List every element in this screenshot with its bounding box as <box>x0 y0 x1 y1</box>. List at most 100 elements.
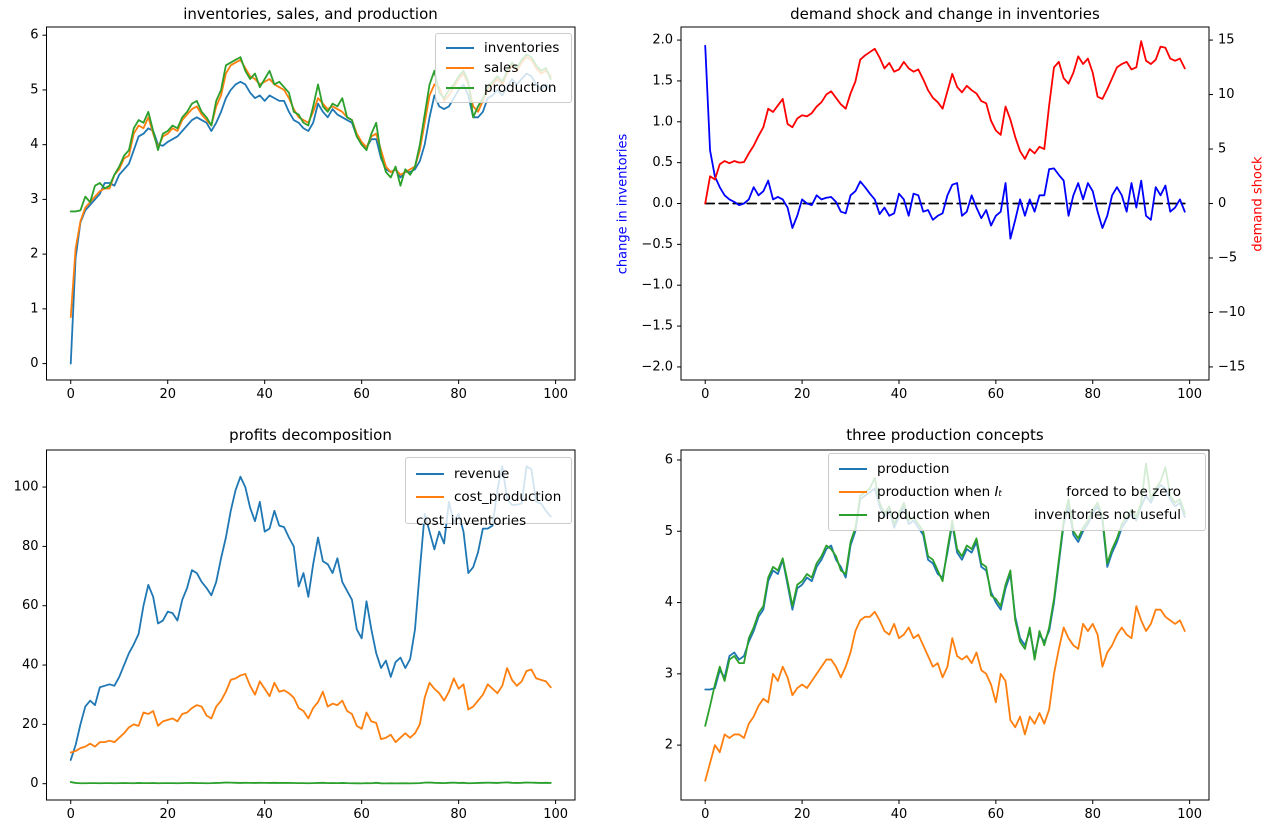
y-tick-label-right: −10 <box>1218 305 1245 320</box>
legend-item: cost_inventories <box>416 513 561 530</box>
y-tick-label: 5 <box>30 82 38 97</box>
axes-spines <box>46 449 576 801</box>
y-tick-label: 60 <box>22 598 39 613</box>
legend-label-right: forced to be zero <box>1066 483 1181 500</box>
legend-label: revenue <box>454 465 510 482</box>
x-tick-label: 40 <box>256 387 273 402</box>
x-tick-label: 0 <box>67 807 75 822</box>
y-axis-label-demand-shock: demand shock <box>1250 156 1266 252</box>
y-tick-label-right: −5 <box>1218 250 1237 265</box>
y-tick-label: 1.0 <box>652 114 673 129</box>
legend-label-right: inventories not useful <box>1034 506 1181 523</box>
chart-title-bottom-left: profits decomposition <box>229 426 392 444</box>
x-tick-label: 100 <box>543 387 568 402</box>
y-tick-label: 4 <box>30 137 38 152</box>
chart-title-top-right: demand shock and change in inventories <box>790 5 1100 23</box>
x-tick-label: 100 <box>543 807 568 822</box>
y-tick-label-right: 10 <box>1218 87 1235 102</box>
series-line-inventories <box>69 72 552 365</box>
legend-label: cost_production <box>454 489 562 506</box>
legend-item: inventories <box>446 40 561 56</box>
legend-label: inventories <box>484 40 560 56</box>
series-line-demand-shock <box>704 40 1186 205</box>
y-tick-label: 5 <box>665 524 673 539</box>
x-tick-label: 20 <box>159 387 176 402</box>
axes-spines <box>680 449 1210 801</box>
legend-label: production <box>877 461 950 478</box>
chart-title-top-left: inventories, sales, and production <box>183 5 438 23</box>
y-tick-label: 2.0 <box>652 33 673 48</box>
y-tick-label: 0.0 <box>652 196 673 211</box>
y-tick-label: −2.0 <box>641 359 673 374</box>
series-line-production-when-i-t-forced-to-be-zero <box>704 605 1186 782</box>
legend-line-sample <box>446 67 474 69</box>
x-tick-label: 60 <box>353 807 370 822</box>
y-tick-label-right: 5 <box>1218 142 1226 157</box>
y-tick-label: 20 <box>22 717 39 732</box>
x-tick-label: 40 <box>256 807 273 822</box>
legend-label: sales <box>484 60 519 76</box>
y-tick-label: 2 <box>665 738 673 753</box>
legend-item: production when inventories not useful <box>839 507 1195 523</box>
y-tick-label: −0.5 <box>641 237 673 252</box>
y-tick-label: 1 <box>30 301 38 316</box>
y-tick-label: 0 <box>30 776 38 791</box>
legend-item: production <box>839 461 1195 477</box>
legend-line-sample <box>839 513 867 516</box>
legend-line-sample <box>446 87 474 89</box>
x-tick-label: 80 <box>450 387 467 402</box>
x-tick-label: 80 <box>1084 807 1101 822</box>
y-tick-label-right: 15 <box>1218 33 1235 48</box>
legend-line-sample <box>446 47 474 49</box>
legend-item: production <box>446 80 561 96</box>
y-tick-label-right: −15 <box>1218 359 1245 374</box>
legend-item: sales <box>446 60 561 76</box>
x-tick-label: 60 <box>353 387 370 402</box>
x-tick-label: 100 <box>1177 387 1202 402</box>
y-tick-label: 3 <box>665 666 673 681</box>
y-tick-label: −1.0 <box>641 278 673 293</box>
y-tick-label: 6 <box>30 28 38 43</box>
y-tick-label: 1.5 <box>652 73 673 88</box>
legend-bottom-right: production production when Iₜ forced to … <box>828 453 1206 531</box>
legend-item: cost_production <box>416 489 561 505</box>
x-tick-label: 0 <box>67 387 75 402</box>
y-tick-label: 0.5 <box>652 155 673 170</box>
legend-line-sample <box>839 468 867 471</box>
y-tick-label: 80 <box>22 539 39 554</box>
legend-item: production when Iₜ forced to be zero <box>839 484 1195 500</box>
y-tick-label: 2 <box>30 247 38 262</box>
x-tick-label: 40 <box>891 387 908 402</box>
series-line-revenue <box>69 465 552 761</box>
legend-top-left: inventories sales production <box>435 33 572 103</box>
x-tick-label: 60 <box>988 387 1005 402</box>
x-tick-label: 20 <box>794 387 811 402</box>
x-tick-label: 80 <box>450 807 467 822</box>
x-tick-label: 0 <box>701 807 709 822</box>
y-tick-label: 6 <box>665 452 673 467</box>
y-tick-label: 40 <box>22 658 39 673</box>
chart-title-bottom-right: three production concepts <box>846 426 1044 444</box>
legend-label: production when <box>877 506 991 523</box>
series-line-production-when-inventories-not-useful <box>704 462 1186 727</box>
y-tick-label: 100 <box>14 480 39 495</box>
series-line-cost-production <box>69 667 552 754</box>
y-axis-label-change-in-inventories: change in inventories <box>615 133 631 275</box>
legend-line-sample <box>416 496 444 499</box>
legend-label: production when <box>877 483 995 500</box>
series-line-change-in-inventories <box>704 44 1186 240</box>
series-line-cost-inventories <box>69 781 552 785</box>
legend-math-symbol: Iₜ <box>994 483 1003 500</box>
legend-line-sample <box>839 490 867 493</box>
y-tick-label: 4 <box>665 595 673 610</box>
legend-item: revenue <box>416 466 561 482</box>
x-tick-label: 0 <box>701 387 709 402</box>
x-tick-label: 40 <box>891 807 908 822</box>
x-tick-label: 20 <box>794 807 811 822</box>
legend-line-sample: cost_inventories <box>416 513 527 530</box>
x-tick-label: 60 <box>988 807 1005 822</box>
y-tick-label: −1.5 <box>641 319 673 334</box>
legend-label: production <box>484 80 557 96</box>
y-tick-label-right: 0 <box>1218 196 1226 211</box>
